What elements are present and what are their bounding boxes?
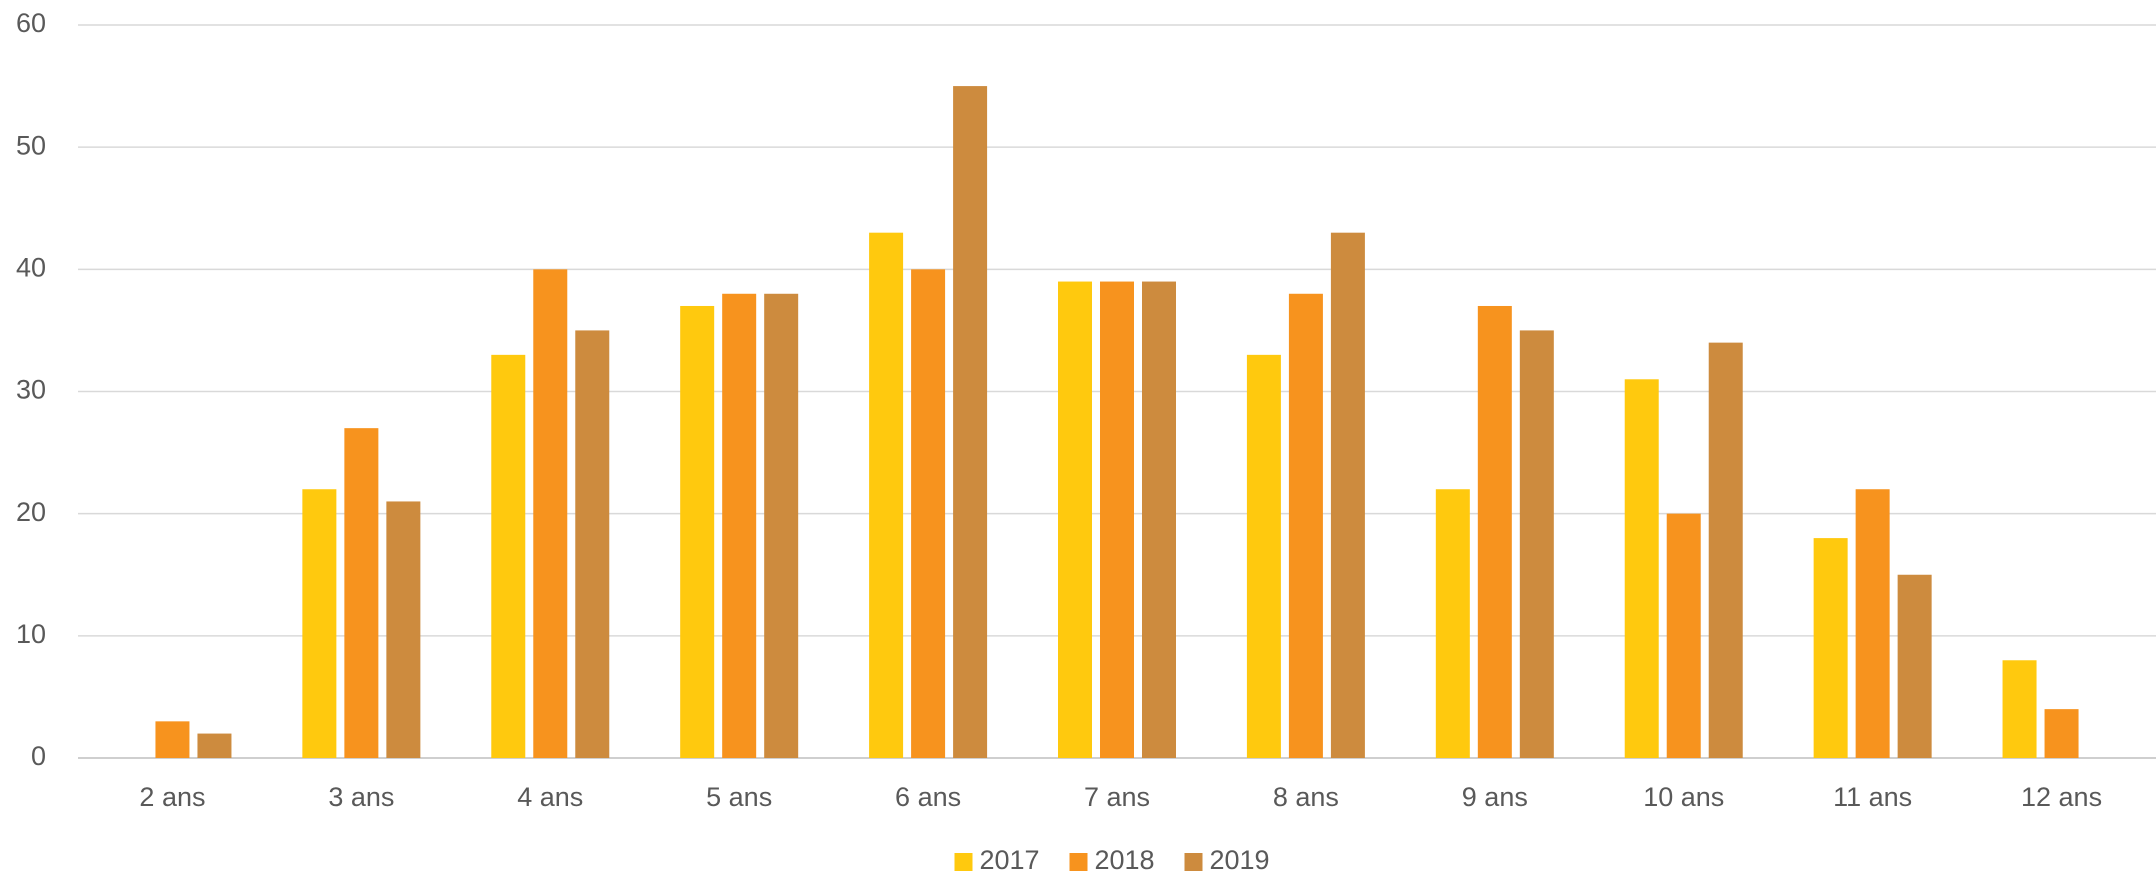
bar xyxy=(575,330,610,758)
y-tick-label: 40 xyxy=(16,252,46,282)
bar xyxy=(680,305,715,758)
legend-swatch xyxy=(1069,853,1088,871)
bar xyxy=(1855,489,1890,758)
bar xyxy=(764,293,799,758)
x-tick-label: 6 ans xyxy=(895,782,961,812)
bar xyxy=(1330,232,1365,758)
bar xyxy=(344,428,379,758)
bar xyxy=(1708,342,1743,758)
bar xyxy=(1435,489,1470,758)
y-tick-label: 50 xyxy=(16,130,46,160)
y-tick-label: 0 xyxy=(31,741,46,771)
bar xyxy=(1100,281,1134,758)
bar xyxy=(491,354,526,758)
y-tick-label: 30 xyxy=(16,375,46,405)
y-tick-label: 10 xyxy=(16,619,46,649)
bar xyxy=(386,501,421,758)
bar xyxy=(1058,281,1092,758)
y-tick-label: 60 xyxy=(16,8,46,38)
bar xyxy=(533,269,568,758)
bar xyxy=(869,232,904,758)
legend-label: 2019 xyxy=(1210,845,1270,875)
y-tick-label: 20 xyxy=(16,497,46,527)
bar xyxy=(722,293,757,758)
bar xyxy=(953,86,988,759)
bar xyxy=(197,733,232,758)
bar xyxy=(1142,281,1176,758)
bar xyxy=(911,269,946,758)
bar xyxy=(155,721,190,758)
bar xyxy=(2002,660,2037,758)
x-tick-label: 2 ans xyxy=(139,782,205,812)
x-tick-label: 3 ans xyxy=(328,782,394,812)
bar xyxy=(1288,293,1323,758)
x-tick-label: 4 ans xyxy=(517,782,583,812)
bar xyxy=(1519,330,1554,758)
x-tick-label: 7 ans xyxy=(1084,782,1150,812)
bar xyxy=(1477,305,1512,758)
bar xyxy=(1813,538,1848,758)
x-tick-label: 11 ans xyxy=(1833,782,1912,812)
x-tick-label: 9 ans xyxy=(1462,782,1528,812)
x-tick-label: 8 ans xyxy=(1273,782,1339,812)
bar xyxy=(1246,354,1281,758)
x-tick-label: 10 ans xyxy=(1643,782,1724,812)
legend-swatch xyxy=(1184,853,1203,871)
bar xyxy=(1897,574,1932,758)
bar xyxy=(302,489,337,758)
legend-label: 2018 xyxy=(1095,845,1155,875)
bar xyxy=(2044,709,2079,758)
legend-swatch xyxy=(954,853,973,871)
legend-label: 2017 xyxy=(980,845,1040,875)
x-tick-label: 12 ans xyxy=(2021,782,2102,812)
x-tick-label: 5 ans xyxy=(706,782,772,812)
bar xyxy=(1666,513,1701,758)
bar xyxy=(1624,379,1659,758)
